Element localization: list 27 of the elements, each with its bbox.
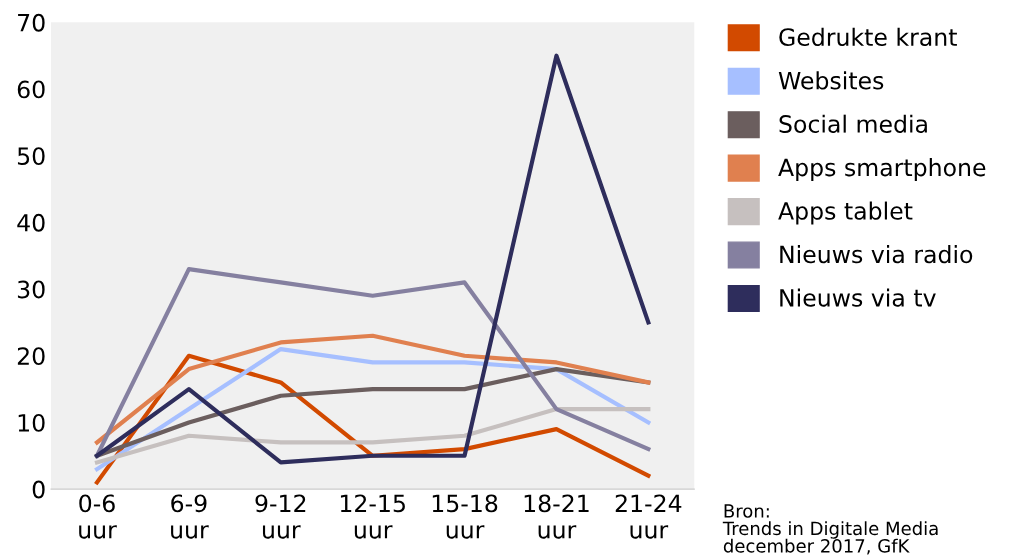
x-tick-label: 15-18 uur: [432, 494, 498, 539]
legend-label: Social media: [779, 114, 927, 133]
text: Bron: Trends in Digitale Media december 2017, GfK: [722, 504, 938, 555]
x-tick-label: 6-9 uur: [171, 494, 209, 539]
line-series: [94, 53, 651, 465]
x-tick-label: 21-24 uur: [615, 494, 682, 539]
legend-label: Apps smartphone: [778, 158, 986, 181]
y-tick-label: 40: [17, 213, 45, 232]
y-tick-label: 10: [18, 413, 45, 432]
line-series: [94, 266, 651, 458]
legend-label: Nieuws via radio: [780, 245, 973, 264]
x-tick-label: 18-21 uur: [524, 494, 589, 539]
legend-label: Gedrukte krant: [779, 27, 957, 47]
legend-label: Nieuws via tv: [780, 288, 936, 307]
y-tick-label: 0: [32, 480, 45, 499]
x-tick-label: 12-15 uur: [340, 494, 405, 539]
y-tick-label: 20: [17, 347, 45, 366]
x-tick-label: 0-6 uur: [79, 494, 117, 539]
y-tick-label: 60: [17, 80, 45, 99]
legend-label: Apps tablet: [778, 201, 913, 225]
line-series: [94, 333, 651, 445]
line-series: [94, 407, 651, 465]
x-tick-label: 9-12 uur: [255, 494, 306, 539]
y-tick-label: 70: [18, 13, 45, 32]
y-tick-label: 50: [17, 147, 45, 166]
y-tick-label: 30: [17, 280, 45, 299]
legend-label: Websites: [778, 71, 884, 90]
